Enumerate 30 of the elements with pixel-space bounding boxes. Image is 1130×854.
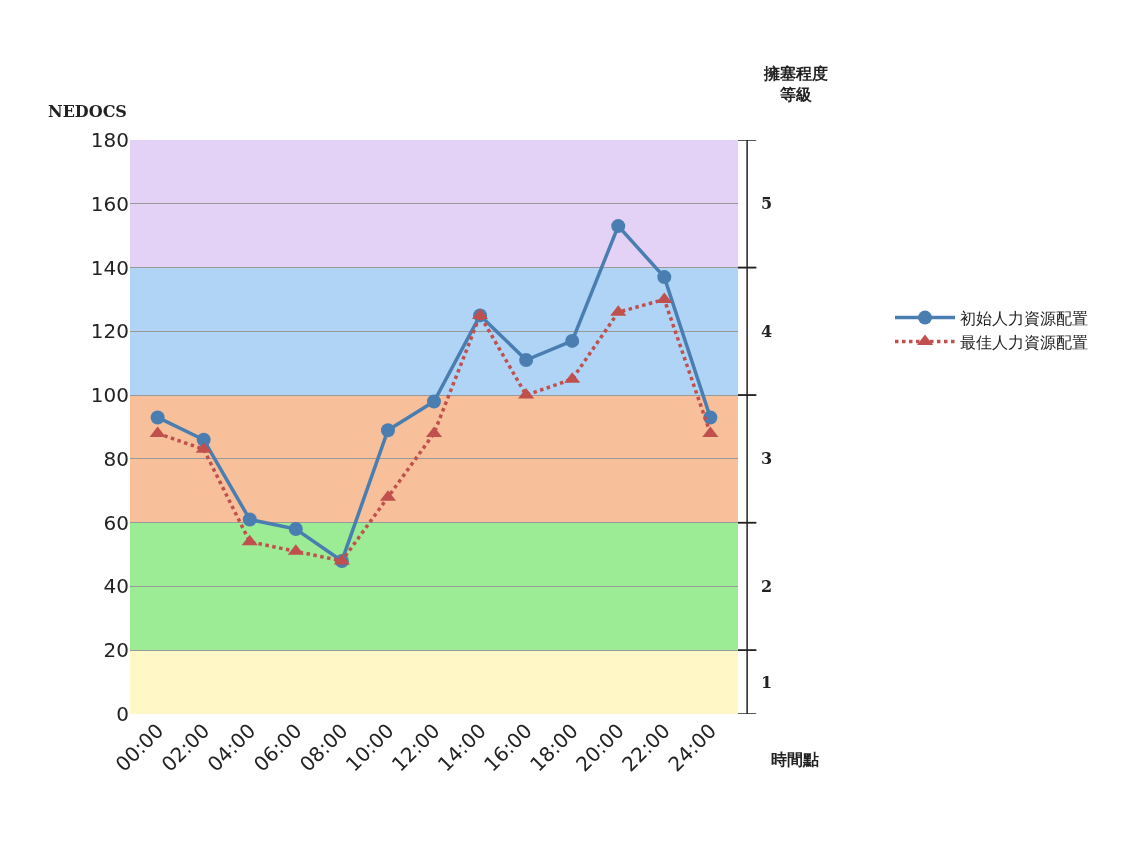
y-tick-label: 40 xyxy=(103,574,129,599)
band-label: 1 xyxy=(761,673,773,692)
y2-axis-title: 擁塞程度等級 xyxy=(763,64,828,104)
y-tick-label: 20 xyxy=(103,638,129,663)
point xyxy=(427,394,441,409)
band-label: 4 xyxy=(761,322,773,341)
point xyxy=(611,219,626,234)
x-axis-title: 時間點 xyxy=(771,750,819,769)
point xyxy=(242,512,257,527)
y-tick-label: 140 xyxy=(90,255,129,280)
band-label: 5 xyxy=(761,194,773,213)
legend-label: 最佳人力資源配置 xyxy=(960,332,1088,352)
y-tick-label: 120 xyxy=(90,319,129,344)
y-tick-label: 80 xyxy=(103,446,129,471)
y-tick-label: 180 xyxy=(90,128,129,152)
y-tick-label: 0 xyxy=(116,702,129,726)
point xyxy=(241,534,258,546)
point xyxy=(150,410,165,425)
y-tick-label: 100 xyxy=(90,383,129,408)
band-label: 3 xyxy=(761,449,773,468)
y-tick-label: 160 xyxy=(90,191,129,216)
point xyxy=(288,522,303,537)
point xyxy=(519,353,534,368)
point xyxy=(380,423,395,438)
point xyxy=(565,333,580,348)
point xyxy=(657,270,672,285)
band-label: 2 xyxy=(761,577,773,596)
y-tick-label: 60 xyxy=(103,510,129,535)
legend-label: 初始人力資源配置 xyxy=(960,308,1088,328)
y-axis-title: NEDOCS xyxy=(48,102,127,121)
